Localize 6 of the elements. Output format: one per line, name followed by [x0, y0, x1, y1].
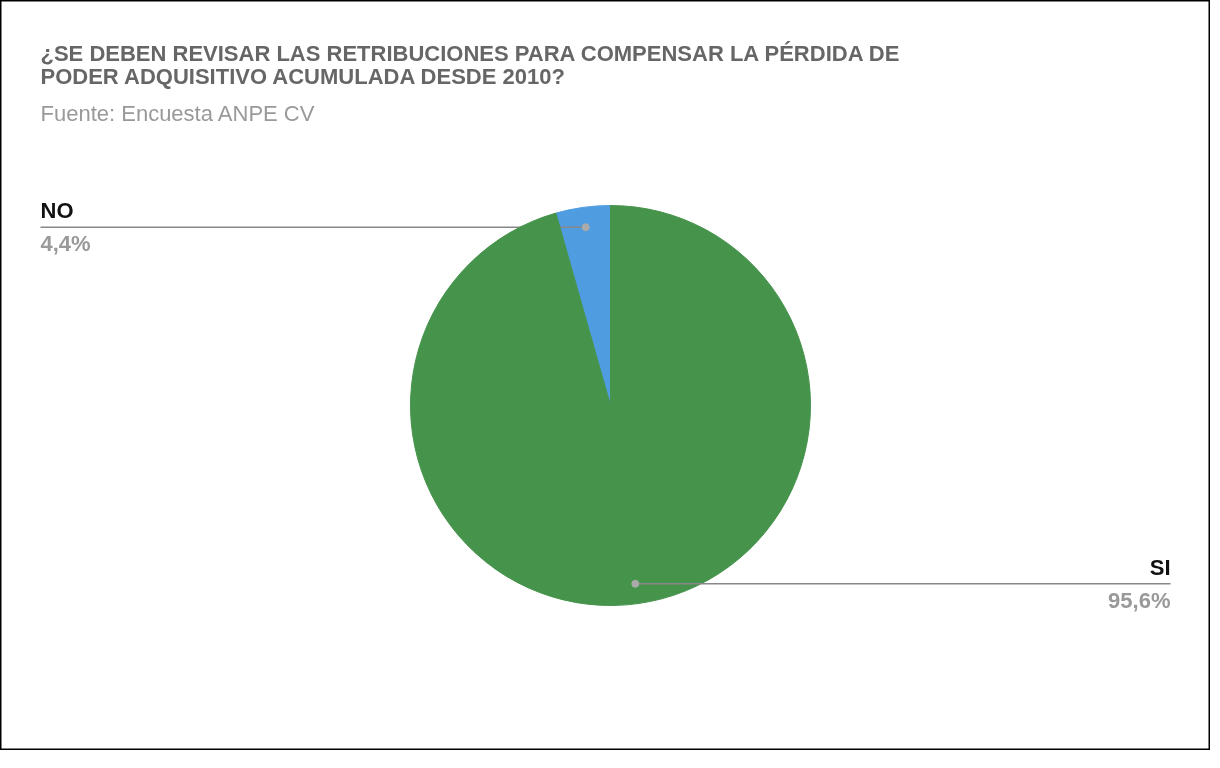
slice-label: SI [1149, 554, 1171, 580]
chart-subtitle: Fuente: Encuesta ANPE CV [40, 100, 315, 126]
data-label: 4,4% [40, 231, 91, 257]
slice-label: NO [40, 198, 74, 224]
data-label: 95,6% [1108, 587, 1171, 613]
chart-title: ¿SE DEBEN REVISAR LAS RETRIBUCIONES PARA COMPENSAR LA PÉRDIDA DE PODER ADQUISITIVO ACUMULADA DESDE 2010? [40, 40, 900, 90]
